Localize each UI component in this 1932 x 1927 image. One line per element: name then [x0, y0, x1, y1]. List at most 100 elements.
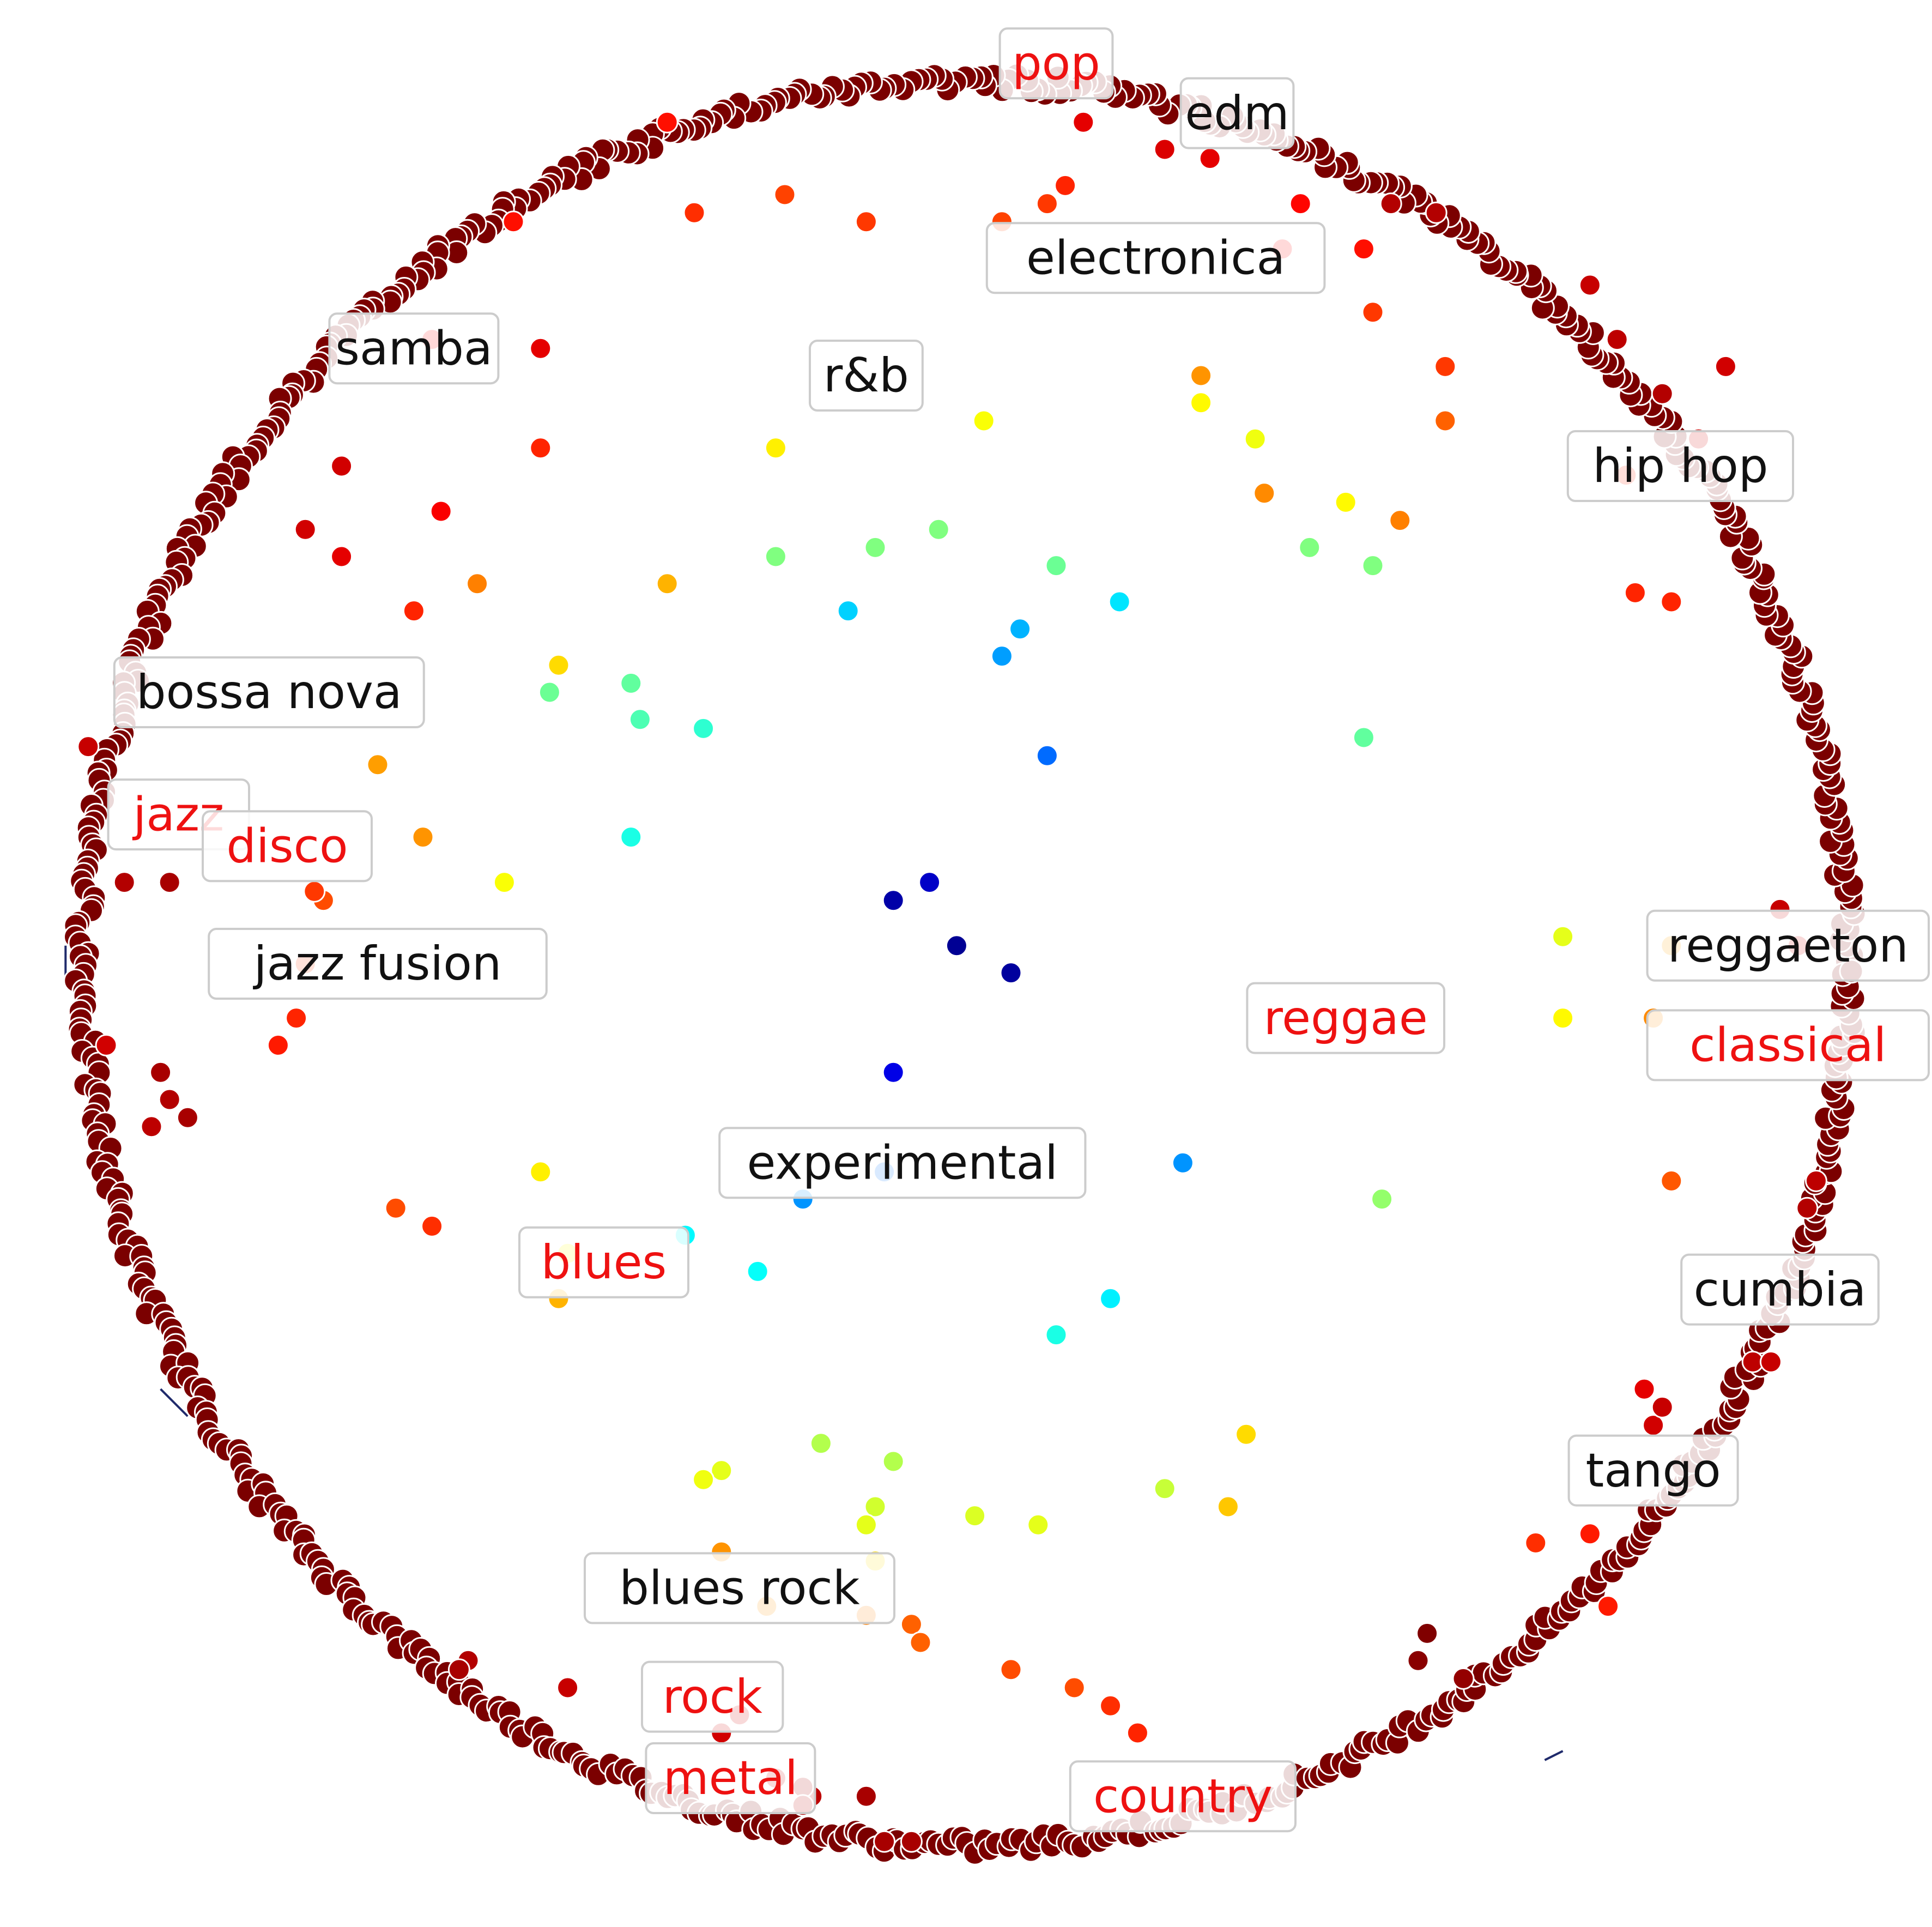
data-point — [710, 1459, 733, 1482]
data-point — [411, 826, 434, 849]
data-point — [421, 1215, 444, 1237]
genre-label-box — [645, 1742, 816, 1814]
data-point — [990, 645, 1013, 668]
data-point — [1633, 1378, 1656, 1400]
data-point — [1108, 590, 1131, 613]
data-point — [1660, 1169, 1683, 1192]
genre-label-text: hip hop — [1592, 439, 1768, 493]
data-point — [1416, 1622, 1439, 1645]
data-point — [1651, 1396, 1674, 1418]
genre-label-text: blues rock — [619, 1561, 859, 1616]
data-point — [1235, 1423, 1258, 1446]
data-point — [1552, 925, 1574, 948]
data-point — [1352, 726, 1375, 749]
genre-label-text: disco — [226, 819, 348, 873]
genre-label-box — [584, 1552, 895, 1624]
genre-label-box — [1069, 1760, 1297, 1833]
data-point — [1389, 509, 1412, 532]
data-point — [1289, 192, 1312, 215]
data-point — [628, 708, 651, 731]
genre-label: metal — [645, 1742, 816, 1814]
data-point — [402, 600, 425, 623]
data-point — [1524, 1531, 1547, 1554]
data-point — [176, 1106, 199, 1129]
data-point — [1361, 301, 1384, 324]
data-point — [294, 518, 317, 541]
genre-label: classical — [1646, 1009, 1930, 1082]
data-point — [285, 1007, 308, 1030]
genre-label-text: pop — [1012, 37, 1100, 91]
data-point — [1045, 554, 1068, 577]
data-point — [366, 753, 389, 776]
data-point — [1425, 201, 1448, 224]
data-point — [158, 1088, 181, 1111]
data-point — [1804, 1169, 1827, 1192]
data-point — [1714, 355, 1737, 378]
genre-label-text: rock — [663, 1670, 762, 1724]
data-point — [538, 681, 561, 704]
data-point — [1407, 1649, 1430, 1672]
genre-label-box — [1567, 1434, 1739, 1507]
genre-label-box — [718, 1127, 1087, 1199]
genre-label: tango — [1567, 1434, 1739, 1507]
data-point — [1452, 1667, 1475, 1690]
genre-label: experimental — [718, 1127, 1087, 1199]
data-point — [529, 337, 552, 360]
data-point — [1027, 1513, 1050, 1536]
data-point — [864, 536, 887, 559]
genre-label-box — [113, 656, 425, 728]
data-point — [900, 1613, 923, 1636]
data-point — [330, 545, 353, 568]
genre-label-text: bossa nova — [136, 665, 402, 720]
data-point — [972, 409, 995, 432]
data-point — [77, 735, 100, 758]
data-point — [1759, 1350, 1782, 1373]
data-point — [909, 1631, 932, 1654]
data-point — [1198, 147, 1221, 170]
genre-label-text: metal — [663, 1751, 798, 1805]
data-point — [303, 880, 326, 903]
graph-edge — [160, 1388, 189, 1417]
data-point — [882, 1450, 905, 1473]
genre-label-text: classical — [1689, 1018, 1886, 1073]
data-point — [692, 1468, 715, 1491]
data-point — [864, 1495, 887, 1518]
data-point — [429, 500, 452, 523]
data-point — [900, 1830, 923, 1853]
genre-label-text: electronica — [1026, 231, 1285, 285]
data-point — [547, 654, 570, 676]
genre-label-box — [202, 810, 373, 883]
data-point — [1651, 382, 1674, 405]
genre-label-box — [328, 312, 500, 385]
genre-label: bossa nova — [113, 656, 425, 728]
data-point — [1171, 1151, 1194, 1174]
data-point — [493, 871, 516, 894]
data-point — [1371, 1188, 1394, 1211]
edge-layer — [64, 945, 1564, 1761]
data-point — [1063, 1676, 1086, 1699]
data-point — [1190, 364, 1213, 387]
data-point — [1099, 1287, 1122, 1310]
data-point — [882, 1061, 905, 1084]
data-point — [620, 672, 643, 694]
genre-label-box — [809, 340, 924, 412]
data-point — [1153, 138, 1176, 161]
data-point — [764, 545, 787, 568]
graph-edge — [1544, 1750, 1564, 1761]
genre-label-text: edm — [1185, 86, 1289, 141]
genre-label: rock — [641, 1660, 784, 1733]
data-point — [1045, 1324, 1068, 1346]
data-point — [529, 1161, 552, 1183]
data-point — [1606, 328, 1628, 351]
data-point — [918, 871, 941, 894]
data-point — [529, 437, 552, 460]
genre-label: reggae — [1246, 982, 1445, 1054]
genre-label-box — [1246, 982, 1445, 1054]
data-point — [945, 934, 968, 957]
genre-label-text: jazz fusion — [253, 937, 502, 991]
data-point — [855, 210, 877, 233]
data-point — [1126, 1721, 1149, 1744]
data-point — [1000, 962, 1022, 984]
genre-label-box — [985, 222, 1326, 294]
genre-label-box — [998, 27, 1114, 100]
